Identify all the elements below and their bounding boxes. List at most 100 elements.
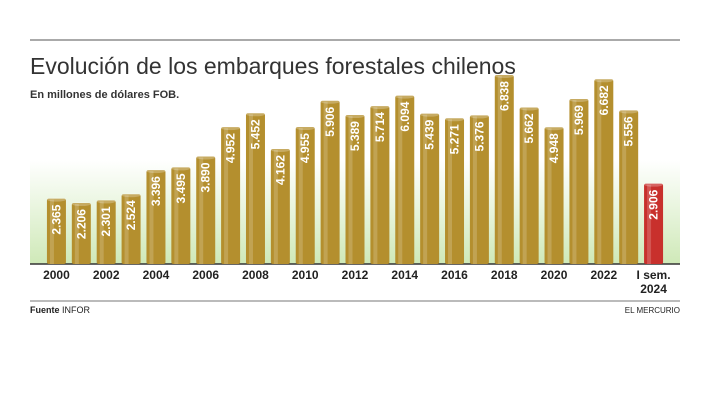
bar (345, 115, 365, 264)
bar-highlight (373, 107, 378, 264)
value-label: 4.952 (224, 133, 238, 163)
bar-cap (395, 94, 415, 99)
bar-highlight (423, 114, 428, 265)
bar (245, 113, 265, 265)
x-tick-label: 2018 (490, 268, 518, 282)
x-tick-label: 2020 (540, 268, 568, 282)
value-label: 3.495 (174, 173, 188, 203)
x-tick-label: 2006 (192, 268, 220, 282)
bar (196, 156, 216, 264)
bar-cap (594, 78, 614, 83)
x-tick-label: I sem. 2024 (636, 268, 671, 296)
bar-cap (121, 193, 141, 198)
bar-cap (494, 74, 514, 78)
bar (71, 203, 91, 264)
bar-cap (196, 155, 216, 160)
bar-cap (345, 114, 365, 119)
bar (171, 167, 191, 264)
value-label: 6.682 (597, 85, 611, 115)
bar-cap (270, 147, 290, 152)
bar-cap (519, 106, 539, 111)
bar-highlight (497, 76, 502, 264)
value-label: 5.906 (323, 106, 337, 136)
bar-highlight (622, 111, 627, 264)
bar (146, 170, 166, 264)
bar-highlight (199, 157, 204, 264)
value-label: 5.714 (373, 112, 387, 142)
bar-cap (569, 98, 589, 103)
x-tick-label: 2016 (441, 268, 468, 282)
bar-cap (420, 112, 440, 117)
footer-source: Fuente INFOR (30, 305, 91, 315)
bar-cap (245, 112, 265, 117)
value-label: 5.452 (248, 119, 262, 149)
bar (644, 183, 664, 264)
bar-cap (644, 182, 664, 187)
bar (46, 198, 66, 264)
bar-highlight (174, 168, 179, 264)
bar-cap (146, 169, 166, 174)
bar-highlight (323, 101, 328, 264)
bar (445, 118, 465, 265)
bar-highlight (597, 80, 602, 264)
bar-highlight (448, 119, 453, 265)
bar-cap (96, 199, 116, 204)
bar-highlight (647, 184, 652, 264)
bar (469, 115, 489, 265)
source-label: Fuente (30, 305, 60, 315)
bar-cap (445, 117, 465, 122)
bar-cap (469, 114, 489, 119)
value-label: 5.969 (572, 105, 586, 135)
x-tick-label: 2012 (341, 268, 369, 282)
value-label: 5.556 (622, 116, 636, 146)
bar-cap (619, 109, 639, 114)
bar-highlight (124, 195, 129, 264)
bar-cap (370, 105, 390, 110)
bar-cap (295, 126, 315, 131)
bar (320, 100, 340, 264)
bar (221, 127, 241, 264)
bar (544, 127, 564, 265)
bar (619, 110, 639, 264)
bar-cap (46, 197, 66, 202)
value-label: 5.662 (522, 113, 536, 143)
bar-highlight (547, 128, 552, 264)
bar-highlight (99, 201, 104, 264)
bar-highlight (149, 171, 154, 264)
x-tick-label: 2022 (590, 268, 618, 282)
x-tick-label: 2014 (391, 268, 419, 282)
bar (295, 127, 315, 265)
bar-highlight (49, 199, 54, 264)
bar (594, 79, 614, 264)
value-label: 4.162 (273, 155, 287, 185)
x-tick-label: 2010 (291, 268, 319, 282)
chart-subtitle: En millones de dólares FOB. (30, 89, 179, 101)
credit: EL MERCURIO (625, 306, 680, 315)
value-label: 5.376 (472, 121, 486, 151)
value-label: 5.439 (423, 119, 437, 149)
value-label: 4.948 (547, 133, 561, 163)
bar-highlight (224, 128, 229, 264)
value-label: 5.389 (348, 121, 362, 151)
value-label: 2.524 (124, 200, 138, 230)
bar-cap (171, 166, 191, 171)
value-label: 3.396 (149, 176, 163, 206)
bar-highlight (398, 96, 403, 264)
value-label: 2.906 (647, 189, 661, 219)
bar-highlight (248, 114, 253, 265)
value-label: 4.955 (298, 133, 312, 163)
x-tick-label: 2000 (43, 268, 70, 282)
bar (370, 106, 390, 264)
source: INFOR (62, 305, 90, 315)
bar-highlight (572, 100, 577, 265)
bar (395, 95, 415, 264)
x-tick-label: 2004 (142, 268, 170, 282)
bar (569, 99, 589, 265)
bar (519, 107, 539, 264)
bar-highlight (273, 149, 278, 264)
bar (121, 194, 141, 264)
bar-highlight (298, 128, 303, 264)
bar-highlight (348, 116, 353, 264)
